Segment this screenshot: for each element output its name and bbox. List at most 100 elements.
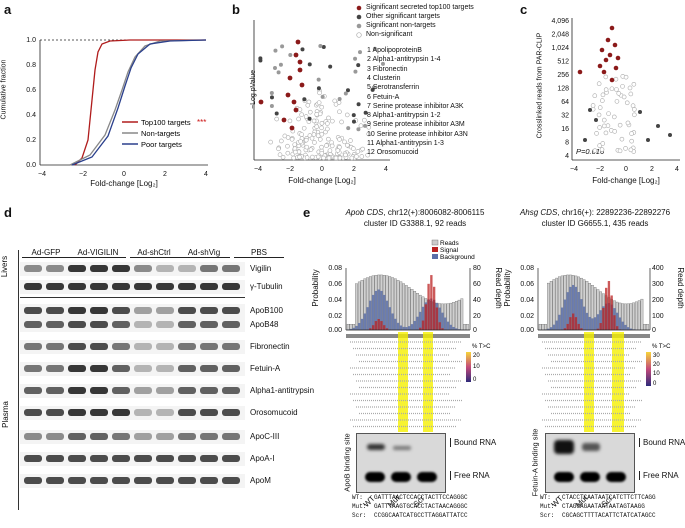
e-read-bar bbox=[539, 324, 541, 330]
d-band bbox=[112, 265, 130, 272]
d-band-label: ApoA-I bbox=[250, 454, 274, 463]
c-point bbox=[632, 107, 636, 111]
e-signal-bar bbox=[439, 322, 441, 330]
c-point bbox=[624, 75, 628, 79]
c-point bbox=[593, 94, 597, 98]
e-bg-bar bbox=[561, 308, 563, 330]
d-band bbox=[156, 365, 174, 372]
e-read-bar bbox=[627, 304, 629, 330]
d-blot-row bbox=[20, 430, 245, 444]
b-point-nonsig bbox=[350, 156, 354, 160]
d-band bbox=[112, 433, 130, 440]
c-point bbox=[602, 118, 606, 122]
c-point bbox=[600, 148, 604, 152]
d-band bbox=[24, 455, 42, 462]
b-legend-3: Non-significant bbox=[366, 31, 412, 38]
d-band bbox=[200, 433, 218, 440]
d-blot-row bbox=[20, 362, 245, 376]
c-ytick: 512 bbox=[557, 59, 569, 66]
e-left-depth-tick: 40 bbox=[473, 297, 481, 304]
c-point bbox=[620, 137, 624, 141]
d-band bbox=[24, 477, 42, 484]
b-point-nonsig bbox=[345, 143, 349, 147]
d-band-label: ApoB100 bbox=[250, 306, 283, 315]
e-signal-bar bbox=[372, 325, 374, 330]
e-read-bar bbox=[405, 285, 407, 330]
c-ytick: 16 bbox=[561, 126, 569, 133]
d-band bbox=[200, 283, 218, 290]
c-point-sig bbox=[583, 138, 587, 142]
e-bg-bar bbox=[550, 327, 552, 330]
e-bg-bar bbox=[444, 318, 446, 330]
b-point-nonsig bbox=[326, 116, 330, 120]
e-bg-bar bbox=[450, 325, 452, 330]
b-point-nonsig bbox=[297, 117, 301, 121]
d-band bbox=[90, 409, 108, 416]
b-gene-item: 4 Clusterin bbox=[367, 75, 400, 82]
d-group-header: Ad-shCtrl bbox=[130, 248, 178, 258]
e-read-bar bbox=[452, 302, 454, 330]
e-right-prob-tick: 0.04 bbox=[520, 297, 534, 304]
b-point-nonsig bbox=[337, 137, 341, 141]
b-point-sig bbox=[358, 50, 362, 54]
e-right-title: Ahsg CDS, chr16(+): 22892236-22892276 bbox=[505, 208, 685, 217]
c-xtick: −2 bbox=[596, 166, 604, 173]
b-point-nonsig bbox=[320, 126, 324, 130]
c-point bbox=[622, 95, 626, 99]
d-band bbox=[112, 343, 130, 350]
c-point-sig bbox=[646, 138, 650, 142]
d-band-label: Orosomucoid bbox=[250, 408, 298, 417]
c-point bbox=[624, 146, 628, 150]
b-point-sig bbox=[322, 45, 326, 49]
d-band bbox=[24, 307, 42, 314]
c-point-top100 bbox=[616, 56, 621, 61]
b-xtick: 0 bbox=[320, 166, 324, 173]
b-point-sig bbox=[317, 78, 321, 82]
b-point-top100 bbox=[298, 60, 303, 65]
e-left-bars bbox=[347, 275, 469, 330]
d-band bbox=[178, 321, 196, 328]
e-left-depth-tick: 20 bbox=[473, 313, 481, 320]
b-point-nonsig bbox=[356, 149, 360, 153]
b-point-top100 bbox=[292, 100, 297, 105]
b-point-nonsig bbox=[351, 147, 355, 151]
e-bg-bar bbox=[580, 299, 582, 330]
a-xtick: −2 bbox=[79, 171, 87, 178]
d-band bbox=[222, 409, 240, 416]
c-point bbox=[612, 115, 616, 119]
b-point-nonsig bbox=[308, 110, 312, 114]
b-point-nonsig bbox=[340, 120, 344, 124]
d-band bbox=[134, 477, 152, 484]
e-right-prob-tick: 0.06 bbox=[520, 281, 534, 288]
e-left-legend-reads: Reads bbox=[440, 240, 460, 247]
d-band bbox=[156, 433, 174, 440]
e-right-prob-tick: 0.08 bbox=[520, 265, 534, 272]
c-point bbox=[618, 149, 622, 153]
e-read-bar bbox=[347, 324, 349, 330]
e-signal-bar bbox=[600, 323, 602, 330]
d-band bbox=[24, 409, 42, 416]
b-point-sig bbox=[270, 104, 274, 108]
d-band bbox=[46, 387, 64, 394]
e-bg-bar bbox=[416, 317, 418, 330]
e-bg-bar bbox=[355, 326, 357, 330]
b-point-sig bbox=[302, 97, 306, 101]
b-point-nonsig bbox=[286, 151, 290, 155]
e-read-bar bbox=[550, 281, 552, 330]
b-point-nonsig bbox=[315, 125, 319, 129]
b-point-nonsig bbox=[337, 110, 341, 114]
d-band bbox=[156, 265, 174, 272]
c-ytick: 64 bbox=[561, 99, 569, 106]
b-point-nonsig bbox=[285, 144, 289, 148]
b-point-nonsig bbox=[292, 156, 296, 160]
c-point bbox=[595, 131, 599, 135]
d-band bbox=[222, 307, 240, 314]
e-right-seq-wt: WT:CTACCTCAATAATCATCTTCTTCAGG bbox=[540, 494, 656, 501]
panel-label-c: c bbox=[520, 2, 527, 17]
b-xtick: 4 bbox=[384, 166, 388, 173]
a-ytick: 0.4 bbox=[26, 112, 36, 119]
e-right-bars bbox=[539, 275, 649, 330]
b-point-sig bbox=[321, 95, 325, 99]
e-left-prob-tick: 0.00 bbox=[328, 327, 342, 334]
